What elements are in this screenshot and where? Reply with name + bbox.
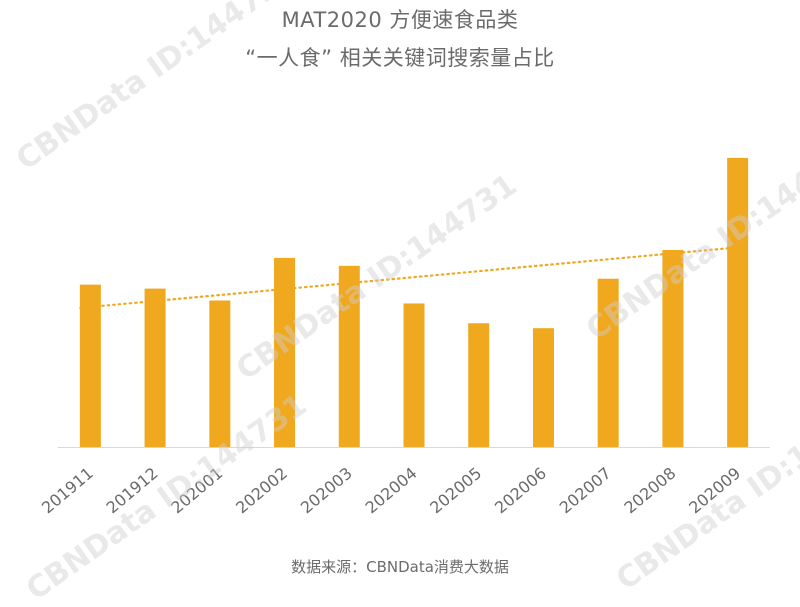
x-tick-label: 202006 [491,464,550,518]
bar-202008 [662,249,684,447]
chart-title: MAT2020 方便速食品类 [281,8,519,32]
x-tick-label: 202003 [297,464,356,518]
bar-202004 [403,303,425,447]
bar-202009 [727,157,749,448]
bar-chart: 201911 201912 202001 202002 202003 202004 2020… [38,157,770,518]
bar-202007 [597,278,619,447]
data-source-note: 数据来源：CBNData消费大数据 [291,558,509,576]
x-tick-label: 202004 [362,464,421,518]
bar-202001 [209,300,231,447]
chart-subtitle: “一人食” 相关关键词搜索量占比 [245,46,555,70]
bar-201912 [144,288,166,447]
x-tick-label: 202008 [620,464,679,518]
trendline [79,247,729,309]
bar-202005 [468,323,490,447]
x-tick-label: 202001 [167,464,226,518]
bar-202003 [338,265,360,447]
x-tick-label: 202005 [426,464,485,518]
x-tick-label: 202009 [685,464,744,518]
bar-202002 [274,257,296,447]
bar-201911 [79,284,101,447]
bar-202006 [532,328,554,447]
x-tick-label: 201911 [38,464,97,518]
x-tick-label: 202007 [556,464,615,518]
x-tick-label: 201912 [103,464,162,518]
x-tick-label: 202002 [232,464,291,518]
